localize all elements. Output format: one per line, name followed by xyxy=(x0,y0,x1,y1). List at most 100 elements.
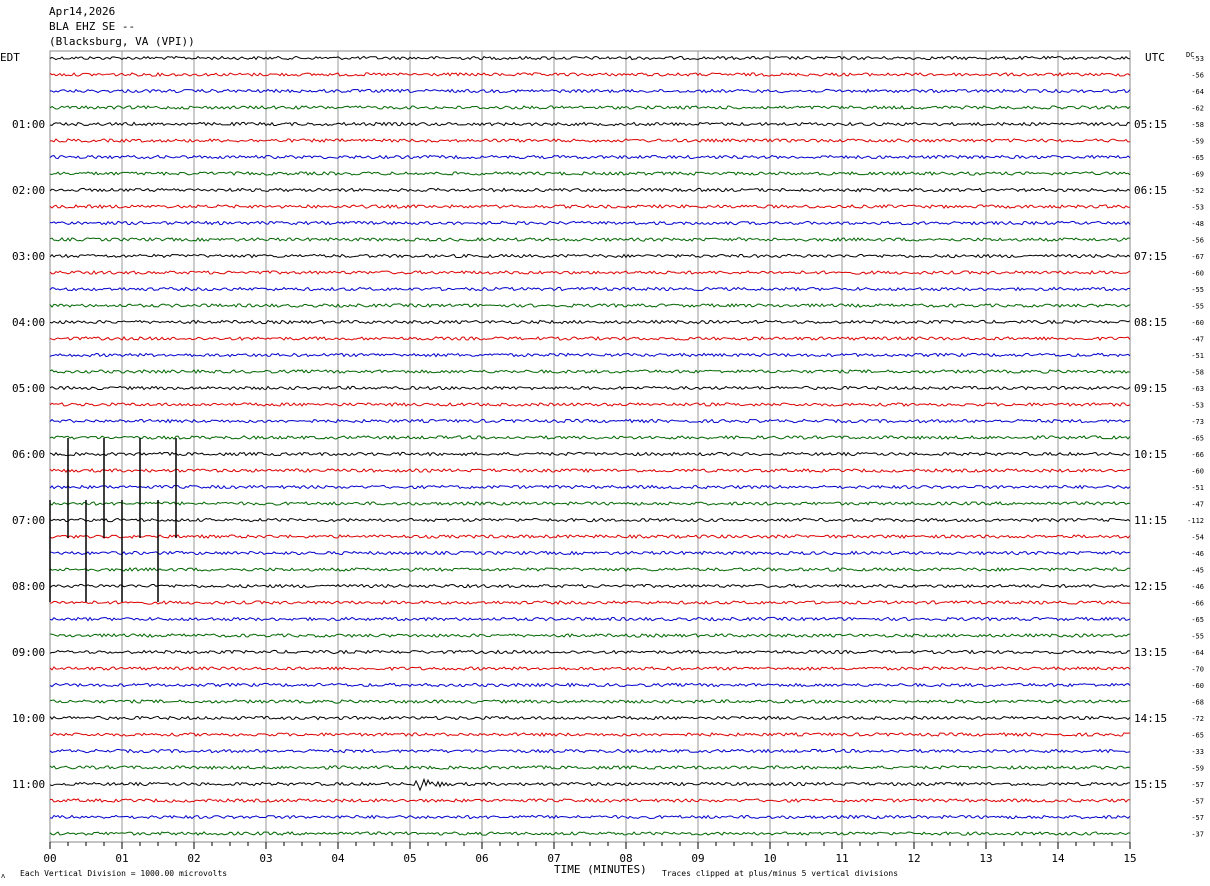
trace-line xyxy=(49,468,1131,473)
dc-offset-value: -51 xyxy=(1191,352,1204,360)
trace-line xyxy=(49,600,1131,605)
dc-offset-value: -60 xyxy=(1191,270,1204,278)
dc-offset-value: -69 xyxy=(1191,171,1204,179)
edt-hour-label: 09:00 xyxy=(12,646,45,659)
trace-line xyxy=(49,699,1131,704)
trace-line xyxy=(49,550,1131,556)
header-station: BLA EHZ SE -- xyxy=(49,20,136,33)
dc-offset-value: -54 xyxy=(1191,534,1204,542)
dc-offset-value: -55 xyxy=(1191,303,1204,311)
dc-offset-value: -57 xyxy=(1191,814,1204,822)
header-location: (Blacksburg, VA (VPI)) xyxy=(49,35,195,48)
trace-line xyxy=(49,220,1131,226)
header-date: Apr14,2026 xyxy=(49,5,116,18)
dc-offset-value: -51 xyxy=(1191,484,1204,492)
x-tick-label: 04 xyxy=(331,852,345,865)
dc-offset-value: -33 xyxy=(1191,748,1204,756)
dc-offset-value: -56 xyxy=(1191,72,1204,80)
dc-offset-value: -70 xyxy=(1191,666,1204,674)
trace-line xyxy=(49,55,1131,61)
dc-offset-value: -47 xyxy=(1191,501,1204,509)
x-tick-label: 00 xyxy=(43,852,56,865)
dc-offset-value: -46 xyxy=(1191,550,1204,558)
edt-hour-label: 05:00 xyxy=(12,382,45,395)
edt-hour-label: 02:00 xyxy=(12,184,45,197)
dc-offset-value: -60 xyxy=(1191,682,1204,690)
utc-hour-label: 07:15 xyxy=(1134,250,1167,263)
dc-offset-value: -65 xyxy=(1191,154,1204,162)
dc-offset-labels: -53 -56 -64 -62 -58 -59 -65 -69 -52 -53 -48 -56 -67 -… xyxy=(1187,55,1204,839)
plot-frame xyxy=(49,50,1131,843)
x-tick-label: 11 xyxy=(835,852,848,865)
trace-line xyxy=(49,435,1131,440)
trace-line xyxy=(49,138,1131,143)
dc-offset-value: -67 xyxy=(1191,253,1204,261)
trace-line xyxy=(49,369,1131,375)
trace-line xyxy=(49,121,1131,127)
trace-line xyxy=(49,798,1131,803)
utc-hour-label: 09:15 xyxy=(1134,382,1167,395)
trace-line xyxy=(49,534,1131,539)
trace-line xyxy=(49,616,1131,622)
trace-line xyxy=(49,666,1131,671)
minute-grid xyxy=(49,50,1131,849)
x-tick-label: 07 xyxy=(547,852,560,865)
dc-offset-value: -37 xyxy=(1191,831,1204,839)
x-axis-title: TIME (MINUTES) xyxy=(554,863,647,876)
dc-offset-value: -72 xyxy=(1191,715,1204,723)
corner-mark: ᴧ xyxy=(1,872,5,880)
x-tick-label: 03 xyxy=(259,852,272,865)
dc-column-label: DC xyxy=(1186,51,1194,59)
dc-offset-value: -52 xyxy=(1191,187,1204,195)
trace-line xyxy=(49,567,1131,572)
trace-line xyxy=(49,88,1131,94)
dc-offset-value: -45 xyxy=(1191,567,1204,575)
edt-hour-label: 08:00 xyxy=(12,580,45,593)
scale-note: Each Vertical Division = 1000.00 microvo… xyxy=(20,869,227,878)
trace-line xyxy=(49,237,1131,242)
dc-offset-value: -57 xyxy=(1191,781,1204,789)
trace-line xyxy=(49,319,1131,325)
dc-offset-value: -55 xyxy=(1191,633,1204,641)
trace-line xyxy=(49,501,1131,506)
trace-line xyxy=(49,732,1130,737)
left-timezone-label: EDT xyxy=(0,51,20,64)
dc-offset-value: -58 xyxy=(1191,121,1204,129)
trace-line xyxy=(49,187,1131,193)
dc-offset-value: -68 xyxy=(1191,699,1204,707)
trace-line xyxy=(49,682,1131,688)
trace-line xyxy=(49,385,1131,391)
edt-hour-label: 06:00 xyxy=(12,448,45,461)
x-tick-label: 13 xyxy=(979,852,992,865)
dc-offset-value: -47 xyxy=(1191,336,1204,344)
trace-line xyxy=(49,633,1131,638)
utc-hour-label: 08:15 xyxy=(1134,316,1167,329)
dc-offset-value: -60 xyxy=(1191,319,1204,327)
trace-line xyxy=(49,451,1131,457)
dc-offset-value: -48 xyxy=(1191,220,1204,228)
dc-offset-value: -66 xyxy=(1191,600,1204,608)
x-tick-label: 09 xyxy=(691,852,704,865)
x-tick-label: 15 xyxy=(1123,852,1136,865)
dc-offset-value: -65 xyxy=(1191,616,1204,624)
trace-line xyxy=(49,204,1130,209)
utc-hour-label: 11:15 xyxy=(1134,514,1167,527)
dc-offset-value: -64 xyxy=(1191,649,1204,657)
dc-offset-value: -57 xyxy=(1191,798,1204,806)
seismic-traces xyxy=(49,55,1131,836)
edt-hour-label: 07:00 xyxy=(12,514,45,527)
utc-hour-label: 13:15 xyxy=(1134,646,1167,659)
dc-offset-value: -64 xyxy=(1191,88,1204,96)
dc-offset-value: -112 xyxy=(1187,517,1204,525)
trace-line xyxy=(49,105,1131,110)
x-tick-label: 08 xyxy=(619,852,632,865)
clip-note: Traces clipped at plus/minus 5 vertical … xyxy=(662,869,898,878)
trace-line xyxy=(49,286,1131,292)
dc-offset-value: -55 xyxy=(1191,286,1204,294)
edt-hour-label: 11:00 xyxy=(12,778,45,791)
trace-line xyxy=(49,352,1131,358)
dc-offset-value: -59 xyxy=(1191,765,1204,773)
x-tick-labels: 00 01 02 03 04 05 06 07 08 09 10 11 12 13 14 15 xyxy=(43,852,1136,865)
dc-offset-value: -58 xyxy=(1191,369,1204,377)
